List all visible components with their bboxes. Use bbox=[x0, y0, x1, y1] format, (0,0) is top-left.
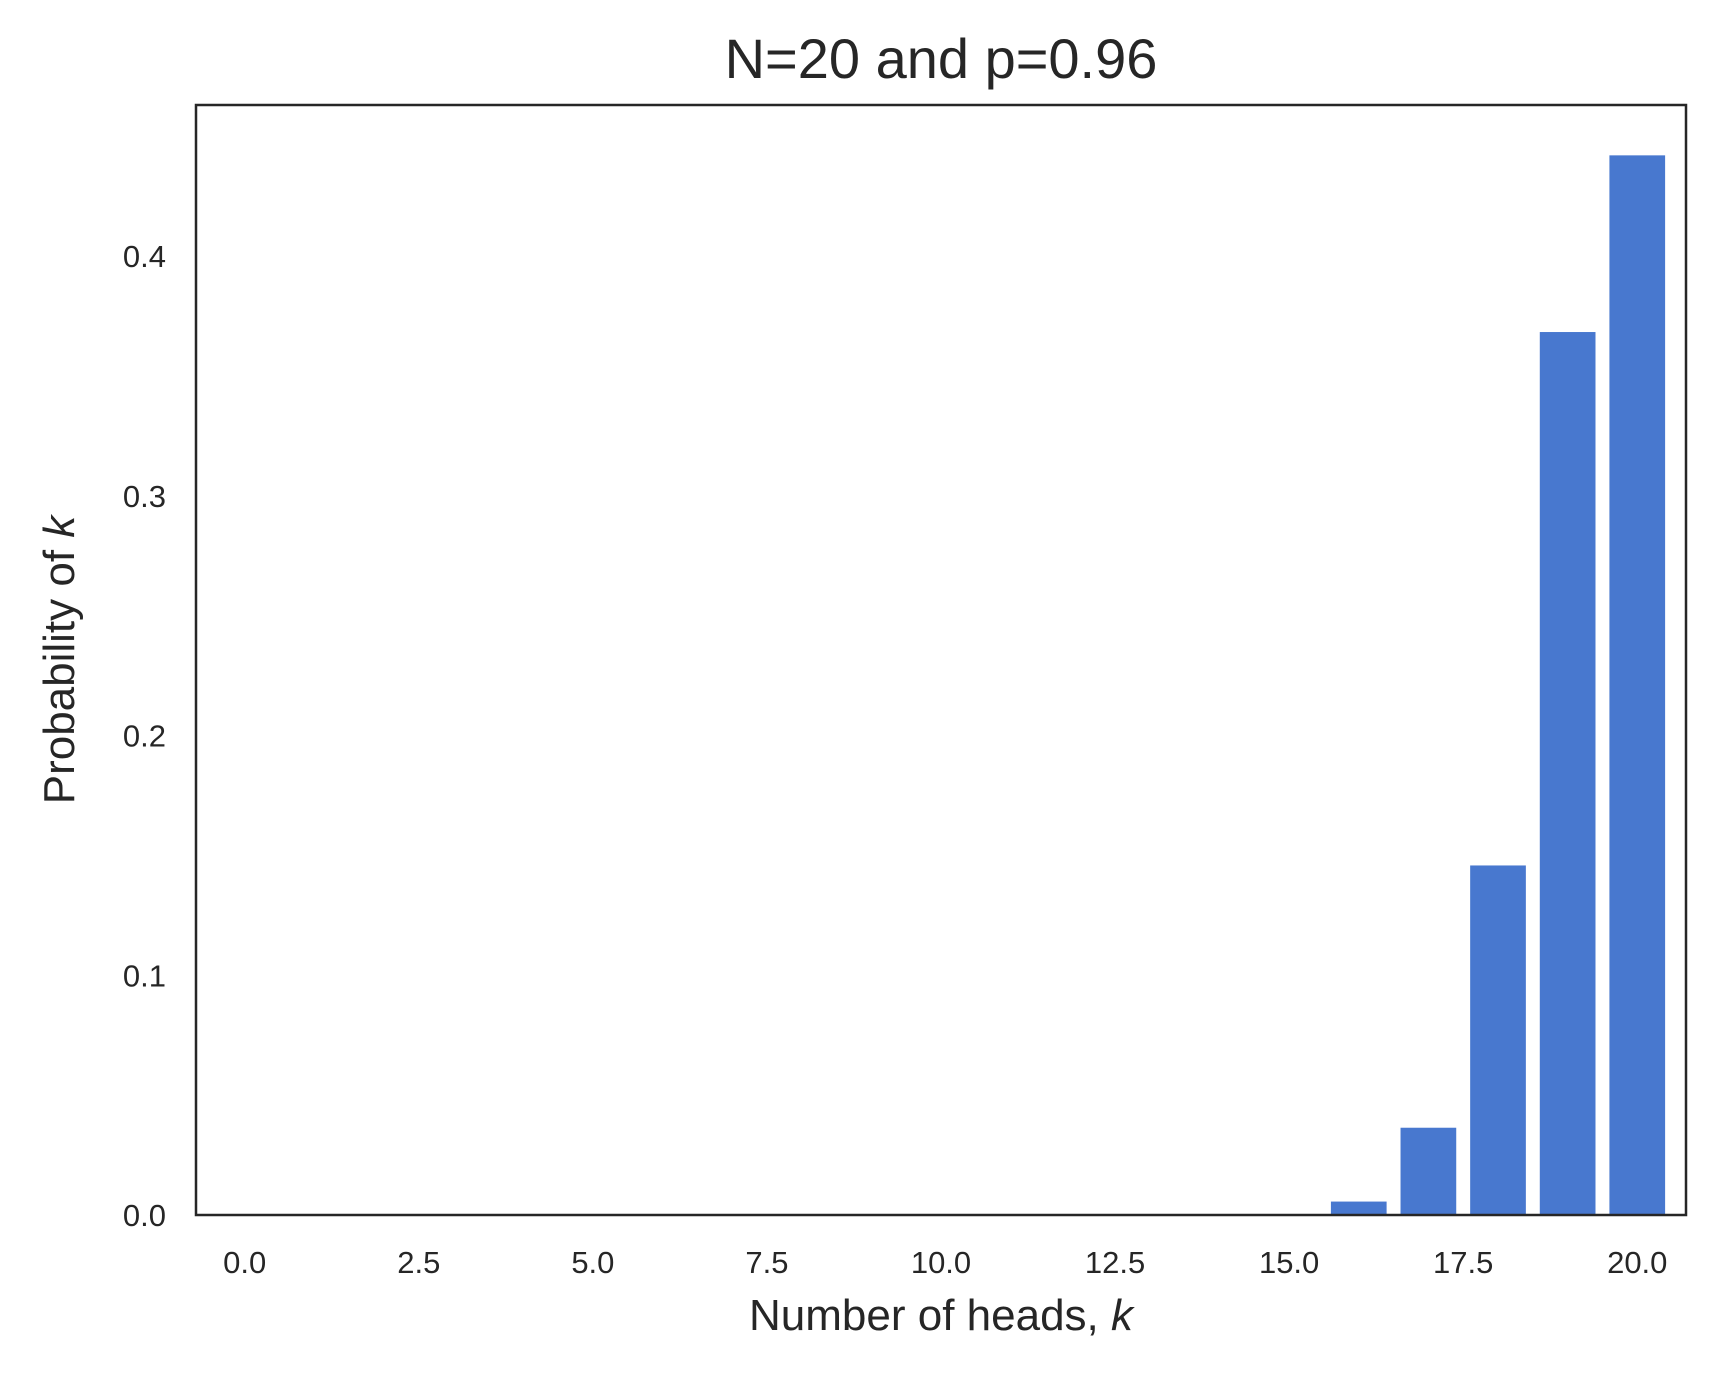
x-tick-label: 5.0 bbox=[571, 1245, 614, 1280]
y-tick-label: 0.1 bbox=[123, 958, 166, 993]
bars-group bbox=[1261, 155, 1666, 1216]
x-tick-label: 15.0 bbox=[1259, 1245, 1319, 1280]
bar-k-18 bbox=[1470, 865, 1526, 1215]
x-axis-label-variable: k bbox=[1111, 1291, 1135, 1340]
y-tick-label: 0.4 bbox=[123, 239, 166, 274]
y-tick-label: 0.0 bbox=[123, 1198, 166, 1233]
y-tick-label: 0.3 bbox=[123, 479, 166, 514]
x-tick-label: 7.5 bbox=[745, 1245, 788, 1280]
x-tick-label: 2.5 bbox=[397, 1245, 440, 1280]
y-tick-labels: 0.0 0.1 0.2 0.3 0.4 bbox=[123, 239, 166, 1233]
bar-k-19 bbox=[1539, 332, 1596, 1215]
bar-k-17 bbox=[1400, 1127, 1457, 1215]
x-axis-label: Number of heads, k bbox=[749, 1291, 1135, 1340]
x-axis-label-text: Number of heads, bbox=[749, 1291, 1111, 1340]
y-axis-label: Probability of k bbox=[35, 514, 84, 805]
bar-k-16 bbox=[1330, 1201, 1387, 1215]
y-tick-label: 0.2 bbox=[123, 719, 166, 754]
x-tick-label: 20.0 bbox=[1607, 1245, 1667, 1280]
x-tick-label: 12.5 bbox=[1085, 1245, 1145, 1280]
x-tick-label: 0.0 bbox=[223, 1245, 266, 1280]
chart-title: N=20 and p=0.96 bbox=[725, 27, 1158, 90]
x-tick-label: 10.0 bbox=[911, 1245, 971, 1280]
bar-k-20 bbox=[1609, 155, 1666, 1216]
y-axis-label-text: Probability of bbox=[35, 538, 84, 805]
x-tick-label: 17.5 bbox=[1433, 1245, 1493, 1280]
y-axis-label-variable: k bbox=[35, 514, 84, 538]
x-tick-labels: 0.0 2.5 5.0 7.5 10.0 12.5 15.0 17.5 20.0 bbox=[223, 1245, 1667, 1280]
plot-frame bbox=[194, 103, 1688, 1217]
